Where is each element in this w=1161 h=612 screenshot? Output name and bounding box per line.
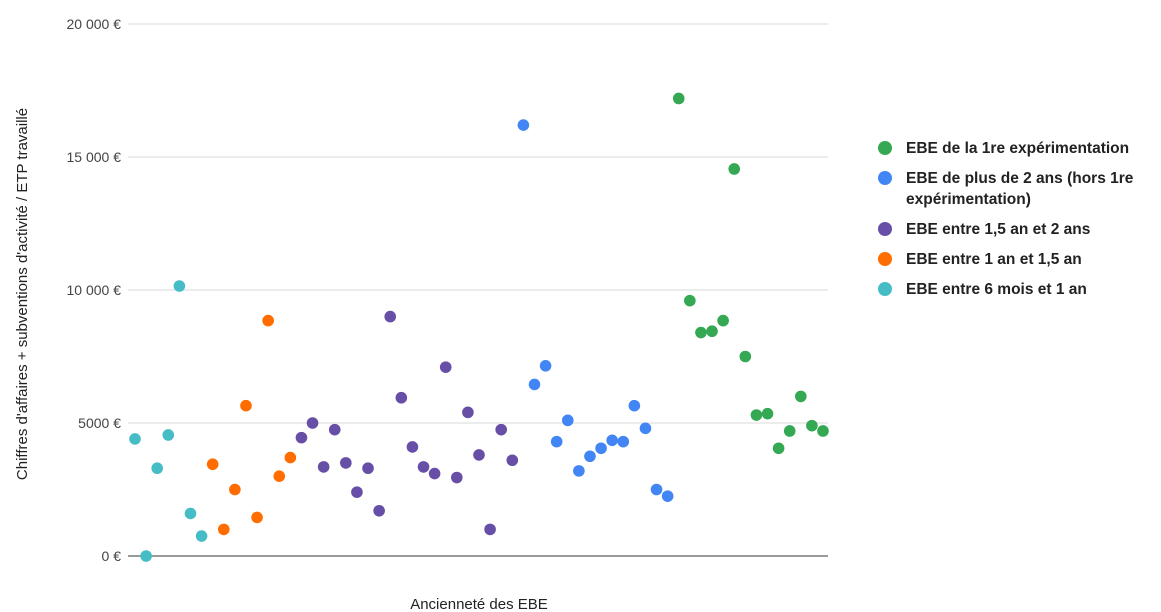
data-point-series-0 bbox=[806, 419, 818, 432]
data-point-series-0 bbox=[783, 425, 796, 437]
data-point-series-1 bbox=[561, 414, 574, 427]
x-axis-title: Ancienneté des EBE bbox=[410, 596, 548, 612]
legend-label: EBE de la 1re expérimentation bbox=[906, 140, 1130, 157]
data-point-series-2 bbox=[362, 462, 374, 475]
data-point-series-2 bbox=[306, 417, 319, 429]
legend-item: EBE de la 1re expérimentation bbox=[878, 138, 1158, 159]
data-point-series-1 bbox=[595, 442, 607, 455]
data-point-series-2 bbox=[462, 406, 474, 419]
legend-marker bbox=[878, 222, 892, 236]
data-point-series-2 bbox=[406, 441, 419, 453]
data-point-series-0 bbox=[817, 425, 829, 437]
y-tick-label: 15 000 € bbox=[67, 149, 122, 165]
data-point-series-0 bbox=[717, 314, 729, 327]
data-point-series-4 bbox=[129, 433, 141, 445]
y-tick-label: 0 € bbox=[102, 548, 122, 564]
data-point-series-1 bbox=[606, 434, 618, 447]
data-point-series-1 bbox=[517, 119, 530, 131]
data-point-series-1 bbox=[539, 360, 552, 372]
data-point-series-2 bbox=[417, 461, 430, 473]
data-point-series-3 bbox=[284, 451, 297, 464]
data-point-series-0 bbox=[795, 390, 807, 403]
legend-item: EBE entre 6 mois et 1 an bbox=[878, 279, 1158, 300]
data-point-series-2 bbox=[495, 423, 507, 436]
legend-marker bbox=[878, 282, 892, 296]
data-point-series-1 bbox=[661, 490, 674, 502]
data-point-series-0 bbox=[706, 325, 718, 338]
data-point-series-1 bbox=[550, 435, 563, 448]
data-point-series-1 bbox=[573, 465, 585, 477]
data-point-series-2 bbox=[473, 449, 485, 461]
data-point-series-2 bbox=[428, 467, 441, 480]
data-point-series-2 bbox=[395, 391, 408, 404]
data-point-series-3 bbox=[251, 511, 263, 524]
data-point-series-3 bbox=[217, 523, 230, 536]
legend-item: EBE entre 1 an et 1,5 an bbox=[878, 249, 1158, 270]
data-point-series-3 bbox=[240, 399, 252, 412]
grid-lines bbox=[128, 23, 828, 424]
data-point-series-4 bbox=[140, 550, 152, 562]
data-point-series-1 bbox=[628, 399, 641, 412]
data-point-series-2 bbox=[340, 457, 352, 469]
data-point-series-3 bbox=[206, 458, 219, 471]
data-point-series-2 bbox=[351, 486, 363, 498]
data-point-series-2 bbox=[384, 310, 397, 323]
legend-item: EBE de plus de 2 ans (hors 1re expérimen… bbox=[878, 168, 1158, 210]
data-point-series-3 bbox=[273, 470, 286, 483]
data-point-series-3 bbox=[262, 314, 274, 327]
data-point-series-0 bbox=[761, 407, 774, 420]
data-point-series-2 bbox=[295, 431, 308, 444]
data-point-series-0 bbox=[750, 409, 763, 421]
data-point-series-1 bbox=[639, 422, 652, 435]
data-point-series-0 bbox=[772, 442, 785, 455]
y-tick-label: 10 000 € bbox=[67, 282, 122, 298]
legend-marker bbox=[878, 141, 892, 155]
legend-marker bbox=[878, 252, 892, 266]
data-point-series-2 bbox=[506, 454, 519, 467]
legend-label: EBE entre 1 an et 1,5 an bbox=[906, 251, 1082, 268]
data-point-series-4 bbox=[151, 462, 163, 475]
data-point-series-4 bbox=[162, 429, 175, 441]
y-axis-title: Chiffres d'affaires + subventions d'acti… bbox=[14, 108, 31, 480]
data-point-series-4 bbox=[195, 530, 208, 542]
legend-label: EBE entre 1,5 an et 2 ans bbox=[906, 221, 1091, 238]
y-tick-label: 5000 € bbox=[78, 415, 121, 431]
legend: EBE de la 1re expérimentation EBE de plus… bbox=[878, 138, 1158, 309]
data-point-series-2 bbox=[328, 423, 341, 436]
data-point-series-0 bbox=[739, 350, 752, 363]
data-point-series-2 bbox=[373, 504, 385, 517]
data-point-series-0 bbox=[672, 92, 685, 105]
data-point-series-1 bbox=[650, 483, 663, 496]
data-point-series-4 bbox=[184, 507, 197, 520]
data-point-series-0 bbox=[695, 326, 707, 339]
data-point-series-2 bbox=[484, 523, 496, 536]
legend-marker bbox=[878, 171, 892, 185]
y-tick-labels: 0 € 5000 € 10 000 € 15 000 € 20 000 € bbox=[67, 16, 122, 564]
data-point-series-0 bbox=[728, 163, 741, 175]
data-points bbox=[129, 92, 829, 562]
legend-item: EBE entre 1,5 an et 2 ans bbox=[878, 219, 1158, 240]
y-tick-label: 20 000 € bbox=[67, 16, 122, 32]
legend-label: EBE de plus de 2 ans (hors 1re expérimen… bbox=[906, 170, 1134, 208]
data-point-series-0 bbox=[684, 294, 696, 307]
data-point-series-2 bbox=[451, 471, 463, 484]
data-point-series-4 bbox=[173, 280, 186, 292]
data-point-series-2 bbox=[439, 361, 452, 373]
data-point-series-3 bbox=[229, 483, 241, 496]
data-point-series-1 bbox=[528, 378, 541, 391]
data-point-series-1 bbox=[617, 435, 630, 448]
data-point-series-2 bbox=[317, 461, 330, 473]
data-point-series-1 bbox=[584, 450, 596, 463]
legend-label: EBE entre 6 mois et 1 an bbox=[906, 281, 1087, 298]
